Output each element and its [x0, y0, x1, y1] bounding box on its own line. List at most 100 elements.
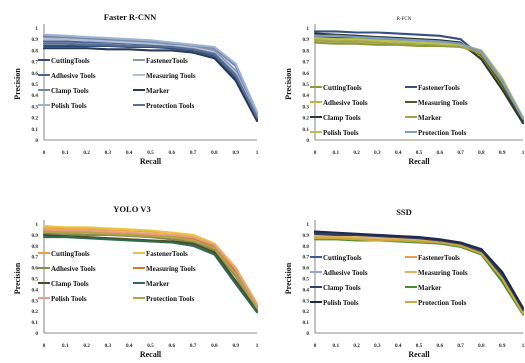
y-tick-label: 0.5 [303, 277, 310, 283]
series-line [313, 230, 525, 309]
legend-label: Adhesive Tools [323, 269, 368, 277]
y-tick-label: 0.6 [303, 71, 310, 77]
legend-label: Protection Tools [146, 102, 195, 110]
x-tick-label: 0.5 [416, 343, 423, 349]
y-tick-label: 0.2 [32, 309, 39, 315]
x-tick-label: 0 [43, 150, 46, 156]
y-tick-label: 0.4 [32, 93, 39, 99]
x-tick-label: 0.4 [126, 343, 133, 349]
series-line [313, 232, 525, 312]
legend-label: Adhesive Tools [51, 265, 96, 273]
legend-label: Polish Tools [51, 295, 87, 303]
x-tick-label: 0.2 [83, 343, 90, 349]
legend-label: Protection Tools [146, 295, 195, 303]
x-tick-label: 0.1 [333, 150, 340, 156]
y-tick-label: 0.2 [303, 116, 310, 122]
legend-label: Marker [418, 284, 441, 292]
y-tick-label: 1 [306, 222, 309, 228]
chart-title: YOLO V3 [113, 204, 150, 214]
x-tick-label: 0.9 [499, 343, 506, 349]
x-tick-label: 1 [522, 343, 525, 349]
legend-label: FastenerTools [418, 254, 460, 262]
x-tick-label: 0.3 [374, 343, 381, 349]
chart-panel-4: SSD 0 0.1 0.2 0.3 0.4 0.5 0.6 0.7 0.8 0.9 1 0 0.1 0.2 0… [284, 207, 525, 359]
series-line [42, 35, 259, 117]
series-line [42, 231, 259, 311]
y-tick-label: 0.2 [303, 309, 310, 315]
y-tick-label: 1 [35, 222, 38, 228]
x-tick-label: 0.7 [457, 343, 464, 349]
x-tick-label: 0.3 [105, 150, 112, 156]
series-line [313, 238, 525, 316]
legend-label: Polish Tools [51, 102, 87, 110]
x-tick-label: 1 [256, 343, 259, 349]
x-tick-label: 0.7 [457, 150, 464, 156]
y-tick-label: 0.7 [32, 60, 39, 66]
x-tick-label: 0.6 [437, 150, 444, 156]
legend-label: FastenerTools [146, 57, 188, 65]
y-tick-label: 0.1 [32, 127, 39, 133]
y-axis-title: Precision [13, 68, 22, 100]
chart-panel-2: R-FCN 0 0.1 0.2 0.3 0.4 0.5 0.6 0.7 0.8 0.9 1 0 0.1 0.… [284, 17, 525, 166]
x-tick-label: 0.7 [190, 150, 197, 156]
y-tick-label: 0.7 [303, 60, 310, 66]
legend-label: CuttingTools [323, 254, 362, 262]
x-tick-label: 0.1 [62, 150, 69, 156]
y-tick-label: 0.5 [32, 82, 39, 88]
y-tick-label: 0.2 [32, 116, 39, 122]
x-tick-label: 0.4 [395, 343, 402, 349]
series-line [42, 228, 259, 306]
series-line [313, 34, 525, 120]
series-line [42, 47, 259, 123]
x-tick-label: 0.6 [437, 343, 444, 349]
y-tick-label: 0.9 [303, 37, 310, 43]
x-tick-label: 0.9 [232, 150, 239, 156]
y-tick-label: 1 [35, 26, 38, 32]
legend-label: Clamp Tools [51, 87, 89, 95]
y-tick-label: 0.3 [32, 104, 39, 110]
legend-label: Measuring Tools [146, 72, 196, 80]
x-tick-label: 0.4 [395, 150, 402, 156]
x-tick-label: 0.3 [374, 150, 381, 156]
legend-label: Measuring Tools [418, 99, 468, 107]
y-tick-label: 0.6 [32, 71, 39, 77]
legend-label: CuttingTools [323, 84, 362, 92]
x-tick-label: 0.6 [169, 343, 176, 349]
legend-label: Measuring Tools [146, 265, 196, 273]
legend-label: Polish Tools [323, 299, 359, 307]
y-tick-label: 0.8 [303, 244, 310, 250]
series-line [313, 237, 525, 315]
x-tick-label: 0.2 [83, 150, 90, 156]
series-line [313, 32, 525, 125]
x-axis-title: Recall [140, 350, 162, 359]
y-tick-label: 0.6 [303, 266, 310, 272]
legend-label: CuttingTools [51, 57, 90, 65]
series-line [313, 41, 525, 121]
legend-label: Adhesive Tools [323, 99, 368, 107]
x-tick-label: 0.1 [333, 343, 340, 349]
x-axis-title: Recall [408, 157, 430, 166]
x-tick-label: 0.5 [147, 150, 154, 156]
y-tick-label: 0.9 [303, 233, 310, 239]
x-tick-label: 0.9 [499, 150, 506, 156]
y-tick-label: 1 [306, 26, 309, 32]
y-tick-label: 0.8 [32, 244, 39, 250]
y-tick-label: 0.4 [303, 93, 310, 99]
y-tick-label: 0.3 [303, 104, 310, 110]
y-tick-label: 0.3 [32, 298, 39, 304]
x-tick-label: 0.2 [353, 343, 360, 349]
y-tick-label: 0.4 [32, 287, 39, 293]
x-tick-label: 0.9 [232, 343, 239, 349]
legend-label: Marker [418, 114, 441, 122]
series-line [42, 236, 259, 314]
legend-label: Marker [146, 280, 169, 288]
y-tick-label: 0.7 [32, 255, 39, 261]
legend-label: Measuring Tools [418, 269, 468, 277]
x-tick-label: 0.8 [211, 343, 218, 349]
legend-label: Adhesive Tools [51, 72, 96, 80]
y-tick-label: 0.8 [303, 48, 310, 54]
legend-label: Protection Tools [418, 129, 467, 137]
y-tick-label: 0.1 [303, 320, 310, 326]
x-tick-label: 0 [43, 343, 46, 349]
